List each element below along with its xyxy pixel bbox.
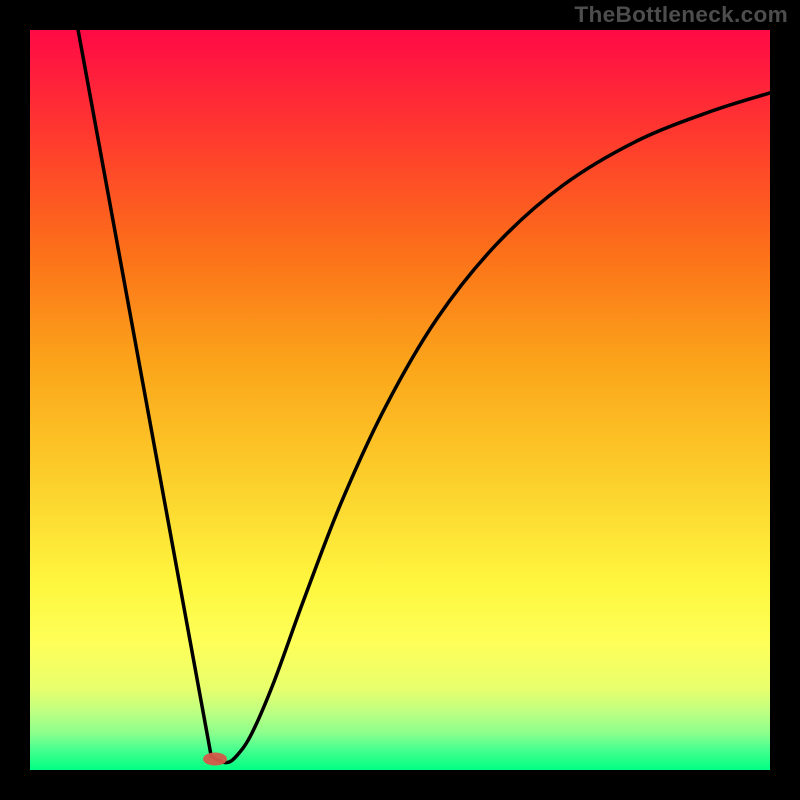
minimum-marker (203, 752, 227, 765)
watermark-text: TheBottleneck.com (574, 2, 788, 28)
bottleneck-curve (30, 30, 770, 770)
plot-area (30, 30, 770, 770)
chart-frame: TheBottleneck.com (0, 0, 800, 800)
curve-path (78, 30, 770, 763)
